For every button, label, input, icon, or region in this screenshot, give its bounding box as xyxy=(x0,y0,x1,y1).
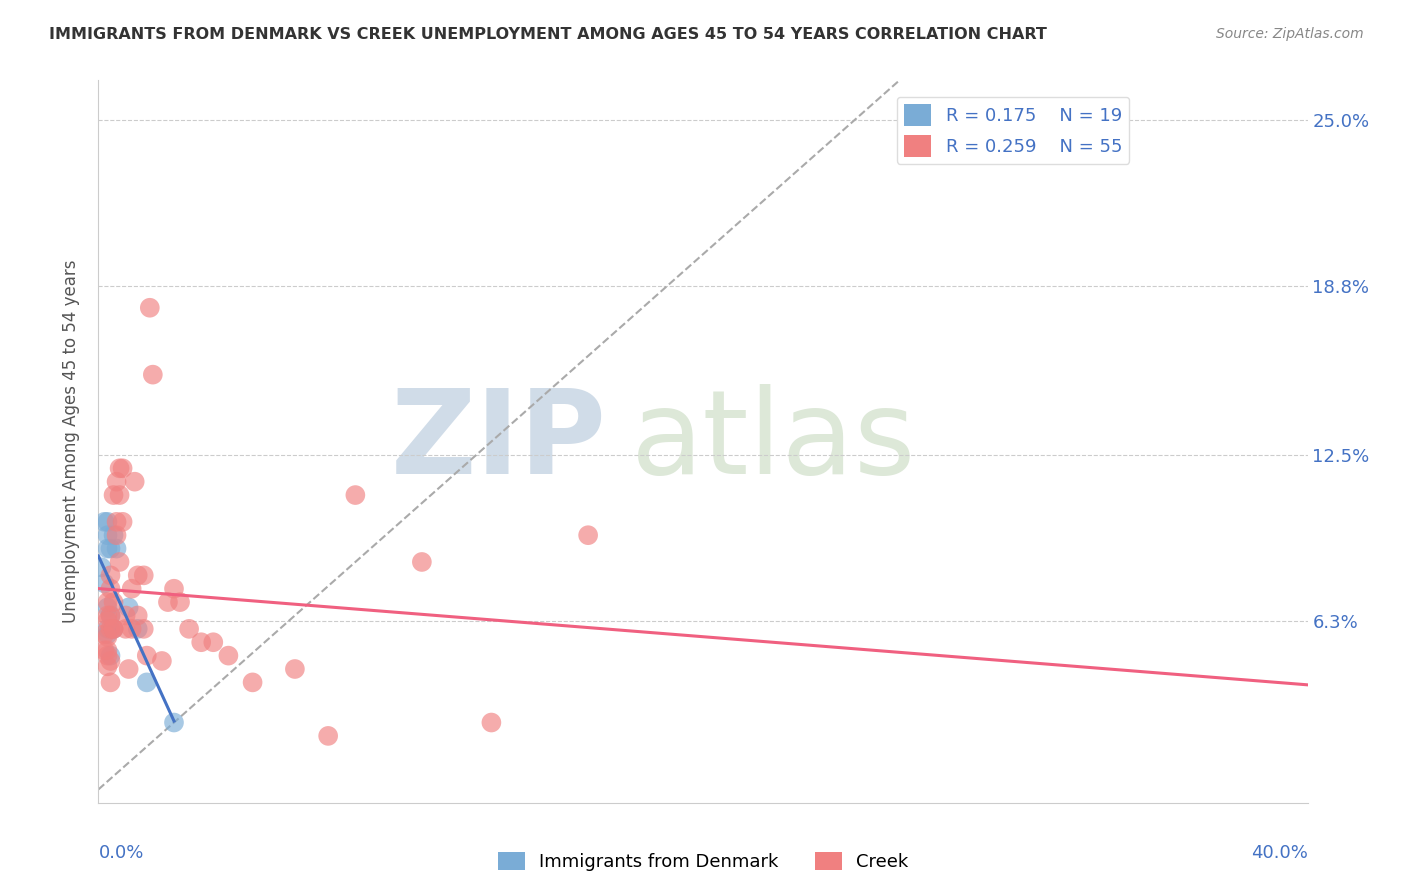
Point xyxy=(100,541,122,556)
Point xyxy=(481,715,503,730)
Point xyxy=(114,622,136,636)
Point xyxy=(217,648,239,663)
Point xyxy=(242,675,264,690)
Text: 40.0%: 40.0% xyxy=(1251,845,1308,863)
Point xyxy=(316,729,339,743)
Point xyxy=(284,662,307,676)
Point xyxy=(103,595,125,609)
Point xyxy=(135,675,157,690)
Point xyxy=(103,622,125,636)
Point xyxy=(127,622,149,636)
Point xyxy=(100,608,122,623)
Point xyxy=(190,635,212,649)
Point xyxy=(576,528,599,542)
Point xyxy=(108,555,131,569)
Point xyxy=(103,488,125,502)
Point xyxy=(108,461,131,475)
Point xyxy=(132,622,155,636)
Point xyxy=(135,648,157,663)
Point xyxy=(163,582,186,596)
Point xyxy=(156,595,179,609)
Point xyxy=(127,608,149,623)
Point xyxy=(90,560,112,574)
Point xyxy=(93,627,115,641)
Point xyxy=(100,608,122,623)
Point xyxy=(105,475,128,489)
Point xyxy=(100,622,122,636)
Point xyxy=(163,715,186,730)
Point xyxy=(100,675,122,690)
Point xyxy=(127,568,149,582)
Point xyxy=(411,555,433,569)
Point xyxy=(96,515,118,529)
Point xyxy=(96,643,118,657)
Point xyxy=(96,627,118,641)
Point xyxy=(121,582,143,596)
Point xyxy=(118,662,141,676)
Point xyxy=(108,488,131,502)
Point xyxy=(202,635,225,649)
Y-axis label: Unemployment Among Ages 45 to 54 years: Unemployment Among Ages 45 to 54 years xyxy=(62,260,80,624)
Point xyxy=(100,582,122,596)
Point xyxy=(93,515,115,529)
Point xyxy=(100,648,122,663)
Point xyxy=(100,568,122,582)
Point xyxy=(96,541,118,556)
Point xyxy=(132,568,155,582)
Point xyxy=(96,622,118,636)
Point xyxy=(96,630,118,644)
Point xyxy=(100,654,122,668)
Text: ZIP: ZIP xyxy=(391,384,606,499)
Legend: Immigrants from Denmark, Creek: Immigrants from Denmark, Creek xyxy=(491,845,915,879)
Point xyxy=(103,622,125,636)
Text: 0.0%: 0.0% xyxy=(98,845,143,863)
Point xyxy=(96,528,118,542)
Text: Source: ZipAtlas.com: Source: ZipAtlas.com xyxy=(1216,27,1364,41)
Point xyxy=(96,659,118,673)
Legend: R = 0.175    N = 19, R = 0.259    N = 55: R = 0.175 N = 19, R = 0.259 N = 55 xyxy=(897,96,1129,164)
Point xyxy=(96,600,118,615)
Point xyxy=(118,600,141,615)
Point xyxy=(105,541,128,556)
Point xyxy=(124,475,146,489)
Point xyxy=(96,608,118,623)
Point xyxy=(103,528,125,542)
Point xyxy=(105,528,128,542)
Text: atlas: atlas xyxy=(630,384,915,499)
Point xyxy=(96,648,118,663)
Point xyxy=(121,622,143,636)
Point xyxy=(179,622,201,636)
Point xyxy=(103,622,125,636)
Text: IMMIGRANTS FROM DENMARK VS CREEK UNEMPLOYMENT AMONG AGES 45 TO 54 YEARS CORRELAT: IMMIGRANTS FROM DENMARK VS CREEK UNEMPLO… xyxy=(49,27,1047,42)
Point xyxy=(105,515,128,529)
Point xyxy=(96,614,118,628)
Point xyxy=(93,643,115,657)
Point xyxy=(150,654,173,668)
Point xyxy=(139,301,162,315)
Point xyxy=(114,608,136,623)
Point xyxy=(111,461,134,475)
Point xyxy=(169,595,191,609)
Point xyxy=(344,488,367,502)
Point xyxy=(96,595,118,609)
Point xyxy=(93,576,115,591)
Point xyxy=(111,515,134,529)
Point xyxy=(142,368,165,382)
